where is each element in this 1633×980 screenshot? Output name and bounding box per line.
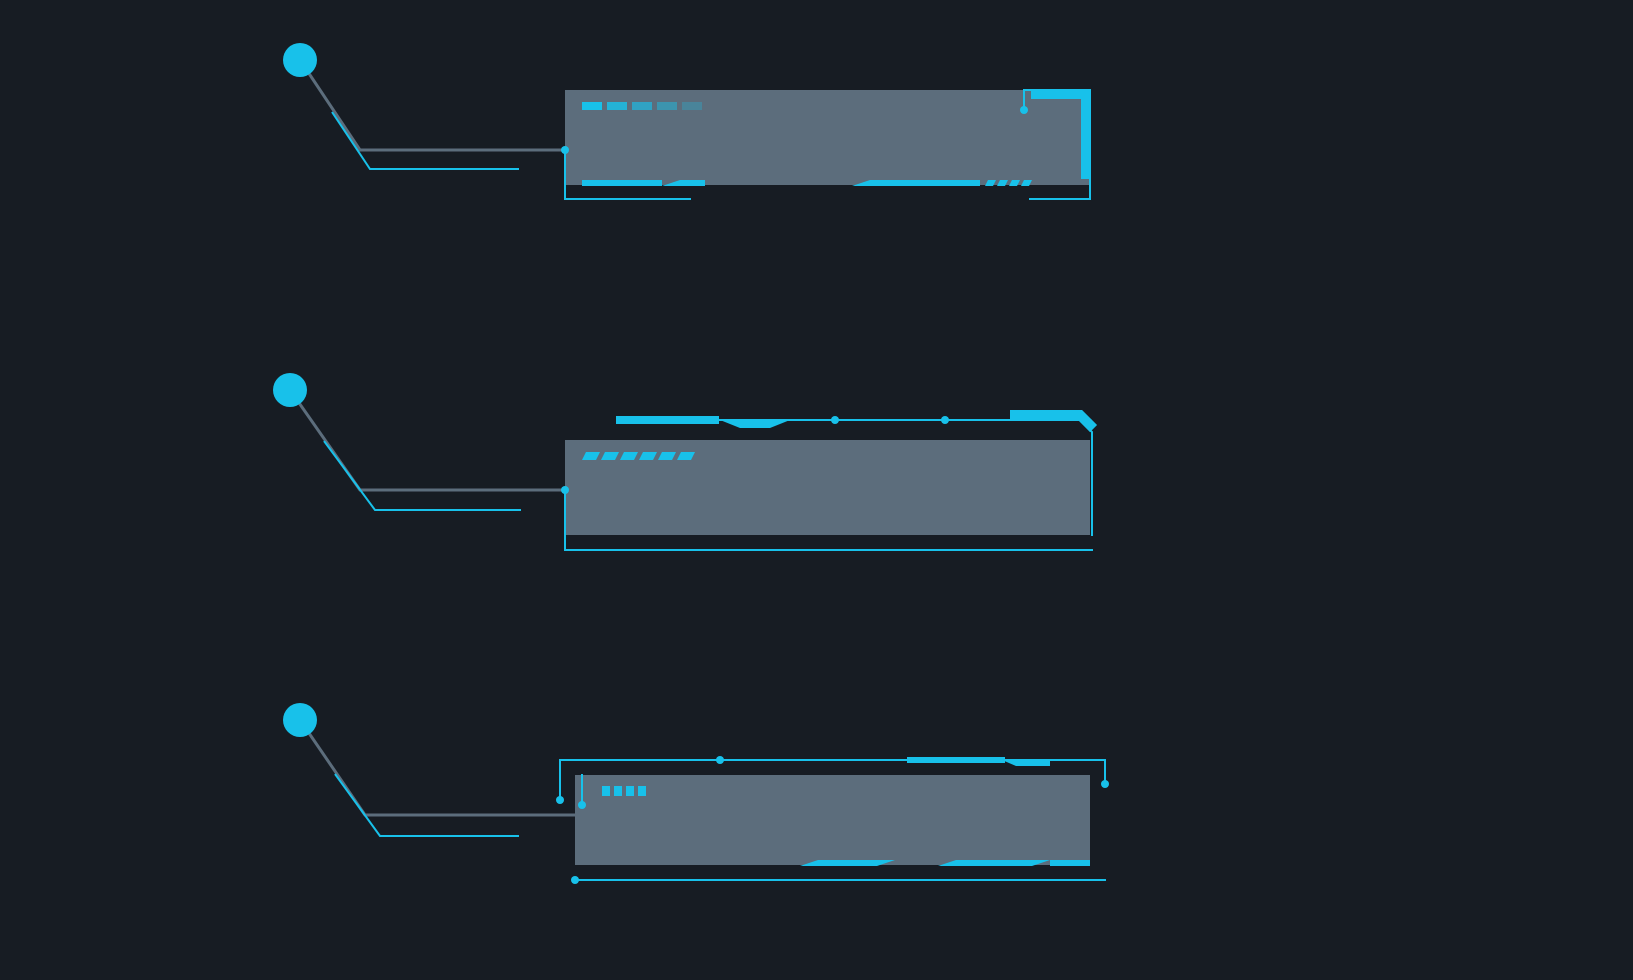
node-dot [283, 43, 317, 77]
hud-canvas [0, 0, 1633, 980]
panel-box [575, 775, 1090, 865]
ticks [582, 102, 702, 110]
node-dot [273, 373, 307, 407]
node-dot [283, 703, 317, 737]
